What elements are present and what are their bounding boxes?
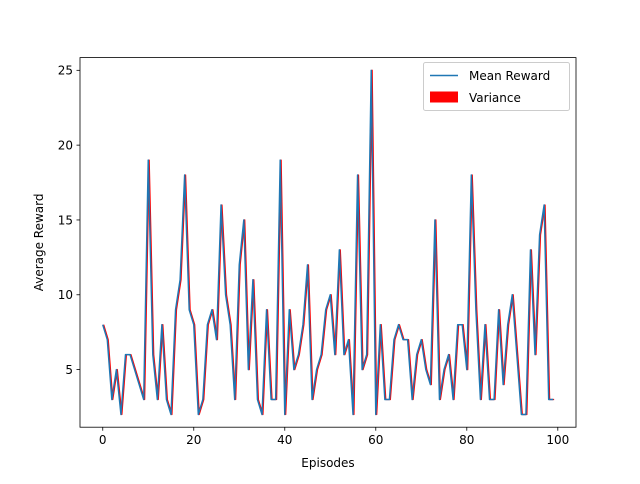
- y-axis-label: Average Reward: [32, 194, 46, 292]
- legend-label-variance: Variance: [469, 91, 521, 105]
- x-tick-label: 60: [368, 433, 383, 447]
- x-tick-label: 20: [186, 433, 201, 447]
- legend-label-mean-reward: Mean Reward: [469, 69, 550, 83]
- y-tick-label: 5: [65, 363, 73, 377]
- y-tick-label: 25: [58, 64, 73, 78]
- x-tick-label: 0: [99, 433, 107, 447]
- mean-reward-line: [102, 69, 554, 416]
- variance-line: [103, 69, 555, 416]
- mean-reward-series-layer: [102, 69, 554, 416]
- variance-series-layer: [103, 69, 555, 416]
- y-tick-label: 10: [58, 288, 73, 302]
- x-tick-label: 100: [546, 433, 569, 447]
- y-tick-label: 15: [58, 213, 73, 227]
- legend-box: [423, 62, 570, 111]
- y-axis-ticks: 5 10 15 20 25: [58, 64, 80, 377]
- x-tick-label: 80: [459, 433, 474, 447]
- plot-frame: [79, 57, 577, 428]
- x-axis-label: Episodes: [301, 456, 354, 470]
- legend: Mean Reward Variance: [423, 62, 570, 111]
- x-axis-ticks: 0 20 40 60 80 100: [99, 427, 569, 447]
- x-tick-label: 40: [277, 433, 292, 447]
- y-tick-label: 20: [58, 138, 73, 152]
- legend-fill-swatch: [430, 91, 458, 103]
